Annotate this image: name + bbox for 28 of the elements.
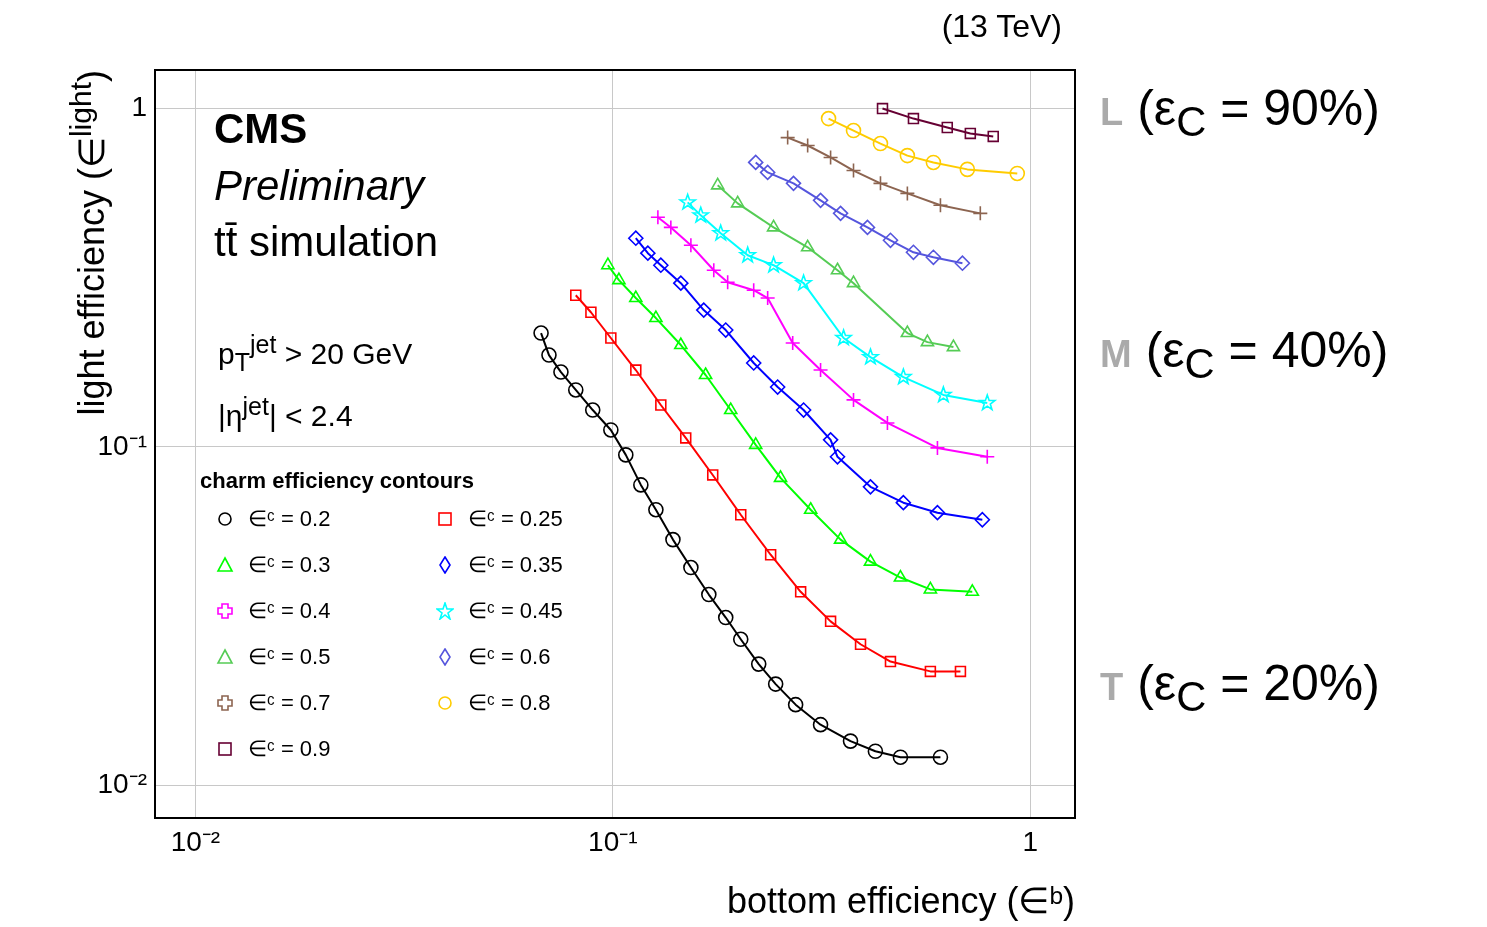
y-tick-label: 10⁻²	[97, 767, 147, 799]
x-tick-label: 10⁻²	[170, 825, 221, 857]
y-tick-label: 10⁻¹	[97, 429, 147, 461]
annotation: tt̄ simulation	[214, 218, 439, 266]
annotation: |η$^{jet}$| < 2.4	[218, 392, 353, 433]
legend-label: ∈ᶜ = 0.35	[468, 552, 563, 578]
text: L (ε$_{C}$ = 90%)	[1100, 79, 1380, 147]
annotation: Preliminary	[214, 162, 425, 210]
y-tick-label: 1	[131, 91, 147, 123]
text: (13 TeV)	[941, 8, 1062, 45]
legend-label: ∈ᶜ = 0.2	[248, 506, 331, 532]
annotation: p$_{T}$$^{jet}$ > 20 GeV	[218, 330, 413, 377]
legend-label: ∈ᶜ = 0.45	[468, 598, 563, 624]
x-tick-label: 10⁻¹	[588, 825, 638, 857]
legend-title: charm efficiency contours	[200, 468, 475, 494]
legend-label: ∈ᶜ = 0.4	[248, 598, 331, 624]
legend-label: ∈ᶜ = 0.8	[468, 690, 551, 716]
text: T (ε$_{C}$ = 20%)	[1100, 654, 1380, 722]
x-tick-label: 1	[1022, 825, 1039, 857]
legend-label: ∈ᶜ = 0.7	[248, 690, 331, 716]
legend-label: ∈ᶜ = 0.9	[248, 736, 331, 762]
annotation: CMS	[214, 105, 308, 153]
legend-label: ∈ᶜ = 0.5	[248, 644, 331, 670]
legend-label: ∈ᶜ = 0.25	[468, 506, 563, 532]
legend-label: ∈ᶜ = 0.6	[468, 644, 551, 670]
legend-label: ∈ᶜ = 0.3	[248, 552, 331, 578]
x-axis-title: bottom efficiency (∈ᵇ)	[726, 880, 1075, 922]
text: M (ε$_{C}$ = 40%)	[1100, 321, 1389, 389]
